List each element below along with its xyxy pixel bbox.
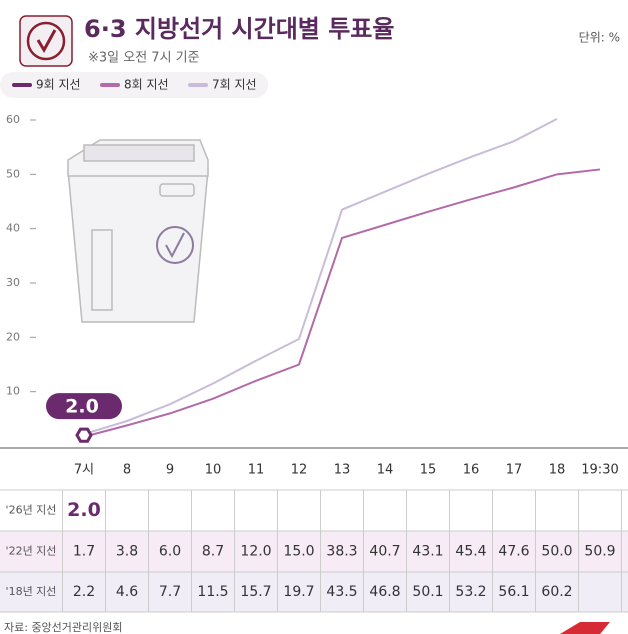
table-cell: 2.0 xyxy=(67,499,101,521)
x-tick-label: 12 xyxy=(291,463,308,478)
table-cell: 12.0 xyxy=(240,544,271,560)
unit-label: 단위: % xyxy=(579,31,620,45)
table-cell: 19.7 xyxy=(283,584,314,600)
table-cell: 47.6 xyxy=(498,544,529,560)
x-tick-label: 9 xyxy=(166,463,174,478)
table-cell: 7.7 xyxy=(159,584,181,600)
table-cell: 46.8 xyxy=(369,584,400,600)
table-cell: 43.5 xyxy=(326,584,357,600)
table-cell: 3.8 xyxy=(116,544,138,560)
chart-title: 6·3 지방선거 시간대별 투표율 xyxy=(84,15,394,43)
y-tick-label: 50 xyxy=(6,167,20,180)
x-tick-label: 14 xyxy=(377,463,394,478)
table-cell: 6.0 xyxy=(159,544,181,560)
table-cell: 1.7 xyxy=(73,544,95,560)
x-tick-label: 19:30 xyxy=(581,463,618,478)
series-line xyxy=(83,118,558,436)
table-row-bg xyxy=(0,531,628,572)
row-label: '22년 지선 xyxy=(6,545,57,558)
table-cell: 2.2 xyxy=(73,584,95,600)
table-cell: 4.6 xyxy=(116,584,138,600)
source: 자료: 중앙선거관리위원회 xyxy=(4,621,123,634)
legend-label: 9회 지선 xyxy=(36,78,81,92)
table-cell: 11.5 xyxy=(197,584,228,600)
table-row-bg xyxy=(0,572,628,612)
callout-box xyxy=(46,393,122,420)
table-cell: 40.7 xyxy=(369,544,400,560)
table-cell: 50.9 xyxy=(584,544,615,560)
series-line xyxy=(83,168,601,438)
row-label: '18년 지선 xyxy=(6,585,57,598)
x-tick-label: 16 xyxy=(463,463,480,478)
table-cell: 53.2 xyxy=(455,584,486,600)
table-cell: 43.1 xyxy=(412,544,443,560)
table-cell: 60.2 xyxy=(541,584,572,600)
table-cell: 15.7 xyxy=(240,584,271,600)
table-cell: 50.0 xyxy=(541,544,572,560)
y-tick-label: 60 xyxy=(6,113,20,126)
x-tick-label: 17 xyxy=(506,463,523,478)
ballot-logo xyxy=(19,15,73,67)
legend-label: 8회 지선 xyxy=(124,78,169,92)
point-marker xyxy=(75,427,93,443)
row-label: '26년 지선 xyxy=(6,504,57,517)
callout-label: 2.0 xyxy=(65,396,99,418)
table-cell: 8.7 xyxy=(202,544,224,560)
y-tick-label: 10 xyxy=(6,385,20,398)
x-tick-label: 8 xyxy=(123,463,131,478)
table-cell: 50.1 xyxy=(412,584,443,600)
subtitle: ※3일 오전 7시 기준 xyxy=(88,51,200,66)
y-tick-label: 30 xyxy=(6,276,20,289)
table-cell: 56.1 xyxy=(498,584,529,600)
table-cell: 45.4 xyxy=(455,544,486,560)
x-tick-label: 18 xyxy=(549,463,566,478)
ballot-box xyxy=(67,139,209,323)
logo-mark xyxy=(560,622,610,634)
table-cell: 38.3 xyxy=(326,544,357,560)
legend-box xyxy=(0,72,268,98)
x-tick-label: 10 xyxy=(205,463,222,478)
table-cell: 15.0 xyxy=(283,544,314,560)
x-tick-label: 15 xyxy=(420,463,437,478)
y-tick-label: 40 xyxy=(6,222,20,235)
x-tick-label: 13 xyxy=(334,463,351,478)
x-tick-label: 11 xyxy=(248,463,265,478)
y-tick-label: 20 xyxy=(6,330,20,343)
x-tick-label: 7시 xyxy=(74,463,94,478)
legend-label: 7회 지선 xyxy=(212,78,257,92)
